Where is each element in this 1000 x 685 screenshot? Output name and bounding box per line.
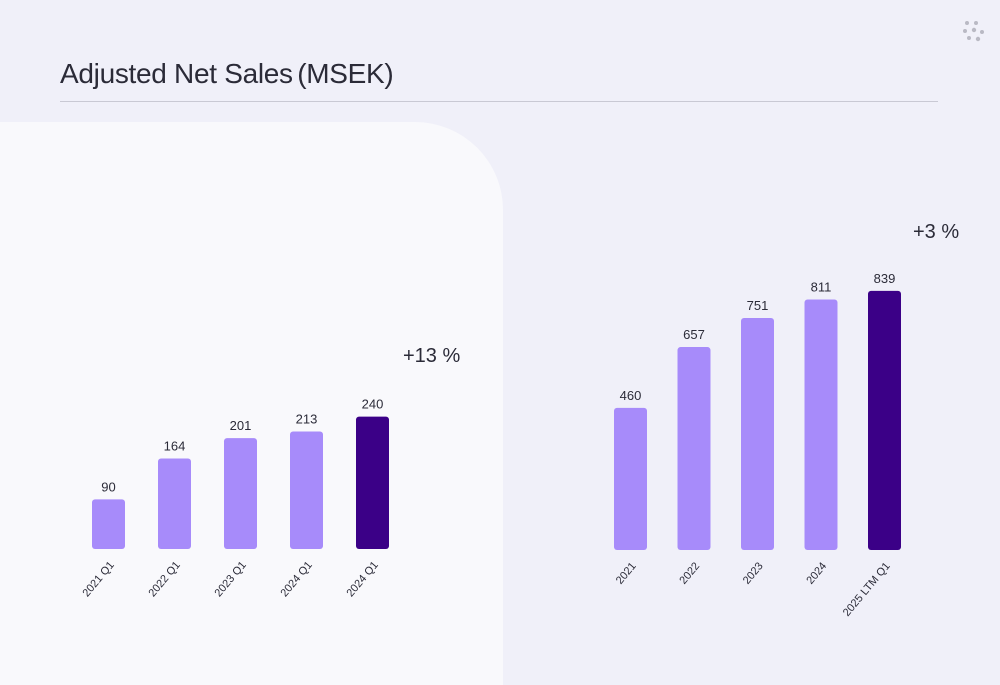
title-unit: (MSEK) — [297, 58, 394, 89]
quarterly-value-label-2: 164 — [164, 439, 186, 454]
annual-bar-1 — [614, 407, 647, 550]
annual-tick-label-4: 2024 — [804, 560, 829, 586]
quarterly-bar-4 — [290, 431, 323, 549]
quarterly-growth-label: +13 % — [403, 345, 461, 367]
annual-bar-3 — [741, 318, 774, 550]
quarterly-bar-2 — [158, 458, 191, 549]
quarterly-value-label-5: 240 — [362, 397, 384, 412]
quarterly-value-label-4: 213 — [296, 411, 318, 426]
annual-bar-2 — [677, 347, 711, 550]
quarterly-bar-3 — [224, 438, 257, 549]
annual-tick-label-5: 2025 LTM Q1 — [841, 560, 893, 619]
quarterly-value-label-3: 201 — [230, 418, 252, 433]
annual-value-label-2: 657 — [683, 327, 705, 342]
quarterly-bar-5 — [356, 416, 389, 549]
annual-tick-label-3: 2023 — [741, 560, 766, 586]
annual-tick-label-1: 2021 — [614, 560, 639, 586]
annual-tick-label-2: 2022 — [677, 560, 702, 586]
quarterly-value-label-1: 90 — [101, 479, 115, 494]
left-panel-background — [0, 122, 503, 685]
quarterly-bar-1 — [92, 499, 125, 549]
dots-logo-icon — [963, 21, 984, 42]
annual-value-label-1: 460 — [620, 388, 642, 403]
annual-bar-4 — [804, 299, 838, 550]
annual-value-label-5: 839 — [874, 271, 896, 286]
title-divider — [60, 101, 938, 102]
annual-value-label-4: 811 — [811, 279, 832, 294]
annual-value-label-3: 751 — [747, 298, 769, 313]
page-title: Adjusted Net Sales (MSEK) — [60, 58, 394, 90]
annual-bar-5 — [868, 290, 901, 550]
title-text: Adjusted Net Sales — [60, 58, 293, 89]
annual-growth-label: +3 % — [913, 221, 960, 243]
